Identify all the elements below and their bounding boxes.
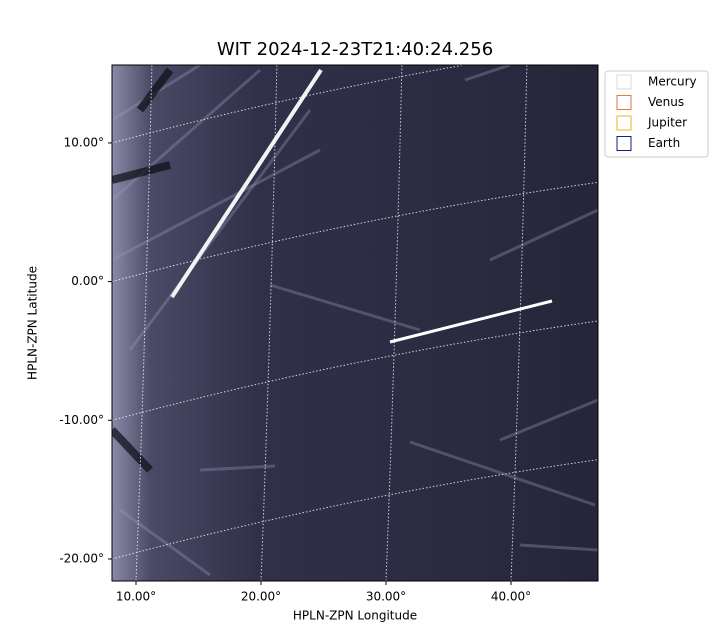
axes-frame [111,64,599,582]
streaks [112,65,598,577]
chart-title: WIT 2024-12-23T21:40:24.256 [217,39,493,60]
legend-swatch [616,95,632,110]
legend: Mercury Venus Jupiter Earth [604,70,709,158]
legend-swatch [616,136,632,151]
legend-swatch [616,115,632,131]
y-tick-label: -20.00° [59,551,104,565]
x-tick-label: 30.00° [366,590,406,604]
image-background [112,65,598,581]
legend-label: Venus [648,95,684,109]
legend-label: Jupiter [647,116,687,130]
y-tick-label: 10.00° [64,135,104,149]
dark-streaks [112,67,174,473]
y-tick-label: 0.00° [71,274,104,288]
x-axis-label: HPLN-ZPN Longitude [293,609,417,623]
ticks: 10.00° 20.00° 30.00° 40.00° 10.00° 0.00° -10.0… [59,135,531,603]
bright-streak [170,68,323,299]
grid [112,65,598,581]
grid-line [260,65,278,581]
legend-frame [604,70,709,158]
legend-label: Mercury [648,75,697,89]
x-tick-label: 20.00° [241,590,281,604]
x-tick-label: 10.00° [116,590,156,604]
legend-swatch [616,74,632,90]
bright-streak [389,299,553,344]
grid-line [135,65,153,581]
legend-label: Earth [648,136,680,150]
grid-line [510,65,528,581]
y-axis-label: HPLN-ZPN Latitude [26,266,40,380]
image [112,65,598,581]
x-tick-label: 40.00° [491,590,531,604]
grid-line [385,65,403,581]
y-tick-label: -10.00° [59,413,104,427]
